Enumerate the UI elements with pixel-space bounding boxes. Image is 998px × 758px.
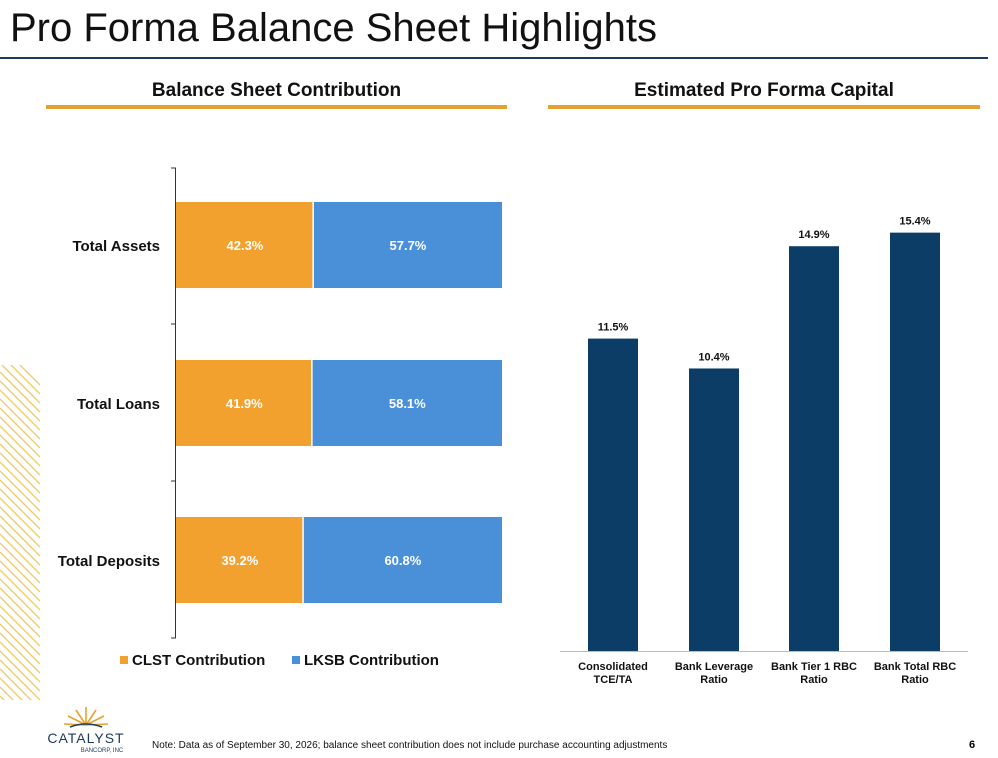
legend-label-lksb: LKSB Contribution xyxy=(304,652,439,669)
capital-bar xyxy=(789,246,839,651)
category-label: Ratio xyxy=(800,674,828,686)
lksb-bar xyxy=(303,517,502,603)
legend-swatch-lksb xyxy=(292,656,300,664)
contribution-chart: Total Assets 42.3% 57.7% Total Loans 41.9% 58… xyxy=(58,167,502,669)
logo-wordmark: CATALYST xyxy=(47,730,124,746)
bar-value-label: 42.3% xyxy=(227,238,264,253)
category-label: Bank Tier 1 RBC xyxy=(771,661,857,673)
page-number: 6 xyxy=(969,739,976,751)
category-label: Total Assets xyxy=(72,238,160,255)
legend-swatch-clst xyxy=(120,656,128,664)
contribution-chart-title: Balance Sheet Contribution xyxy=(151,80,402,101)
contribution-section-rule xyxy=(46,105,507,109)
bar-value-label: 60.8% xyxy=(384,553,421,568)
lksb-bar xyxy=(313,202,502,288)
category-label: Total Loans xyxy=(77,396,160,413)
page-title: Pro Forma Balance Sheet Highlights xyxy=(10,6,657,50)
category-label: Bank Leverage xyxy=(675,661,753,673)
category-label: Ratio xyxy=(901,674,929,686)
bar-value-label: 11.5% xyxy=(598,322,629,334)
clst-bar xyxy=(176,202,313,288)
bar-value-label: 58.1% xyxy=(389,396,426,411)
lksb-bar xyxy=(312,360,502,446)
clst-bar xyxy=(176,517,303,603)
clst-bar xyxy=(176,360,312,446)
bar-value-label: 14.9% xyxy=(798,229,829,241)
bar-value-label: 57.7% xyxy=(390,238,427,253)
bar-value-label: 39.2% xyxy=(221,553,258,568)
bar-value-label: 15.4% xyxy=(899,216,930,228)
category-label: TCE/TA xyxy=(594,674,633,686)
title-rule xyxy=(0,57,988,59)
footnote: Note: Data as of September 30, 2026; bal… xyxy=(152,740,668,751)
logo-subtext: BANCORP, INC xyxy=(81,748,124,754)
category-label: Ratio xyxy=(700,674,728,686)
capital-bar xyxy=(588,338,638,651)
capital-bar xyxy=(689,368,739,651)
category-label: Bank Total RBC xyxy=(874,661,956,673)
legend-label-clst: CLST Contribution xyxy=(132,652,265,669)
capital-section-rule xyxy=(548,105,980,109)
category-label: Total Deposits xyxy=(58,553,160,570)
category-label: Consolidated xyxy=(578,661,648,673)
capital-chart-title: Estimated Pro Forma Capital xyxy=(634,80,894,101)
catalyst-logo: CATALYST BANCORP, INC xyxy=(47,707,124,754)
bar-value-label: 41.9% xyxy=(226,396,263,411)
bar-value-label: 10.4% xyxy=(698,351,729,363)
diagonal-stripes-decoration xyxy=(0,365,40,700)
capital-bar xyxy=(890,232,940,651)
